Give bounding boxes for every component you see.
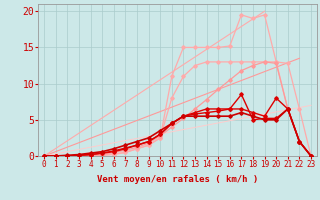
X-axis label: Vent moyen/en rafales ( km/h ): Vent moyen/en rafales ( km/h ) [97, 175, 258, 184]
